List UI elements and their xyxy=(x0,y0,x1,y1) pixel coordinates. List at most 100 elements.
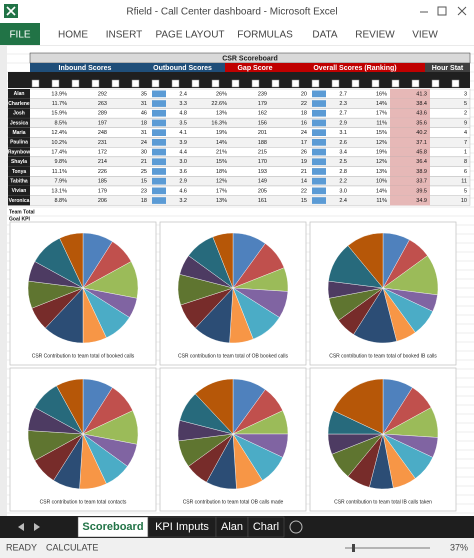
ribbon-tab[interactable]: REVIEW xyxy=(355,30,395,41)
name-cell xyxy=(8,108,30,119)
name-cell xyxy=(8,156,30,167)
ribbon-tab[interactable]: HOME xyxy=(58,30,88,41)
filter-button[interactable] xyxy=(151,79,160,88)
sheet-tab-label[interactable]: Scoreboard xyxy=(82,521,143,533)
cell-value: 248 xyxy=(98,130,107,136)
ribbon-tab[interactable]: PAGE LAYOUT xyxy=(155,30,224,41)
cell-value: 18 xyxy=(141,198,147,204)
filter-button[interactable] xyxy=(131,79,140,88)
cell-value: 2.5 xyxy=(339,159,347,165)
filter-button[interactable] xyxy=(71,79,80,88)
csr-name: Charlene xyxy=(8,101,30,107)
filter-button[interactable] xyxy=(411,79,420,88)
cell-value: 13% xyxy=(216,111,227,117)
cell-value: 21 xyxy=(141,159,147,165)
cell-value: 161 xyxy=(258,198,267,204)
filter-button[interactable] xyxy=(431,79,440,88)
cell-value: 11.1% xyxy=(52,169,67,175)
filter-button[interactable] xyxy=(51,79,60,88)
maximize-button[interactable] xyxy=(437,6,447,16)
filter-button[interactable] xyxy=(311,79,320,88)
score-cell xyxy=(390,118,430,128)
cell-value: 45.8 xyxy=(416,150,427,156)
chart-title: CSR contribution to team total contacts xyxy=(40,499,127,505)
cell-value: 193 xyxy=(258,169,267,175)
cell-value: 38.9 xyxy=(416,169,427,175)
csr-name: Paulina xyxy=(10,140,28,146)
data-bar xyxy=(312,139,326,146)
cell-value: 3.2 xyxy=(179,198,187,204)
cell-value: 22.6% xyxy=(211,101,227,107)
filter-button[interactable] xyxy=(191,79,200,88)
filter-button[interactable] xyxy=(451,79,460,88)
cell-value: 17% xyxy=(216,188,227,194)
sheet-tab[interactable] xyxy=(247,516,285,538)
filter-button[interactable] xyxy=(351,79,360,88)
ribbon-tab[interactable]: FILE xyxy=(9,30,30,41)
cell-value: 30 xyxy=(141,150,147,156)
chart-title: CSR contribution to team total OB calls … xyxy=(183,499,284,505)
ribbon-tab[interactable]: VIEW xyxy=(412,30,438,41)
cell-value: 215 xyxy=(258,150,267,156)
chart-title: CSR contribution to team total of booked… xyxy=(329,353,437,359)
filter-button[interactable] xyxy=(251,79,260,88)
section-label: Overall Scores (Ranking) xyxy=(313,65,396,72)
data-bar xyxy=(152,119,166,127)
cell-value: 4.4 xyxy=(179,150,187,156)
add-sheet[interactable] xyxy=(289,520,303,534)
cell-value: 2.6 xyxy=(339,140,347,146)
filter-button[interactable] xyxy=(271,79,280,88)
cell-value: 19 xyxy=(301,159,307,165)
cell-value: 289 xyxy=(98,111,107,117)
filter-button[interactable] xyxy=(31,79,40,88)
zoom-thumb[interactable] xyxy=(352,544,355,552)
scoreboard-title: CSR Scoreboard xyxy=(222,55,278,62)
filter-button[interactable] xyxy=(91,79,100,88)
window-title: Rfield - Call Center dashboard - Microso… xyxy=(126,7,337,18)
cell-value: 3 xyxy=(464,91,467,97)
close-button[interactable] xyxy=(457,6,467,16)
filter-button[interactable] xyxy=(231,79,240,88)
section-header xyxy=(140,63,225,72)
score-cell xyxy=(390,195,430,206)
score-cell xyxy=(390,166,430,177)
cell-value: 17 xyxy=(301,140,307,146)
cell-value: 18 xyxy=(141,120,147,126)
data-bar xyxy=(152,148,166,156)
data-bar xyxy=(312,100,326,107)
sheet-tab-label[interactable]: KPI Imputs xyxy=(155,521,209,533)
sheet-tab-label[interactable]: Charl xyxy=(253,521,279,533)
filter-button[interactable] xyxy=(291,79,300,88)
filter-button[interactable] xyxy=(171,79,180,88)
cell-value: 170 xyxy=(258,159,267,165)
cell-value: 214 xyxy=(98,159,107,165)
cell-value: 2.2 xyxy=(339,179,347,185)
cell-value: 31 xyxy=(141,101,147,107)
filter-button[interactable] xyxy=(331,79,340,88)
ribbon-tab[interactable]: FORMULAS xyxy=(237,30,293,41)
filter-button[interactable] xyxy=(371,79,380,88)
tab-nav[interactable] xyxy=(18,523,40,531)
file-button[interactable] xyxy=(0,23,40,45)
cell-value: 156 xyxy=(258,120,267,126)
ribbon-tab[interactable]: INSERT xyxy=(106,30,143,41)
filter-button[interactable] xyxy=(111,79,120,88)
ribbon-tabs xyxy=(0,22,474,46)
cell-value: 226 xyxy=(98,169,107,175)
ribbon-tab[interactable]: DATA xyxy=(312,30,338,41)
section-label: Outbound Scores xyxy=(153,65,212,72)
cell-value: 4 xyxy=(464,130,467,136)
sheet-tab-label[interactable]: Alan xyxy=(221,521,243,533)
name-cell xyxy=(8,147,30,157)
cell-value: 5 xyxy=(464,188,467,194)
cell-value: 15% xyxy=(216,159,227,165)
name-cell xyxy=(8,127,30,138)
score-cell xyxy=(390,108,430,119)
data-bar xyxy=(152,197,166,204)
filter-button[interactable] xyxy=(391,79,400,88)
section-header xyxy=(285,63,425,72)
filter-button[interactable] xyxy=(211,79,220,88)
cell-value: 21% xyxy=(216,150,227,156)
cell-value: 35 xyxy=(141,91,147,97)
